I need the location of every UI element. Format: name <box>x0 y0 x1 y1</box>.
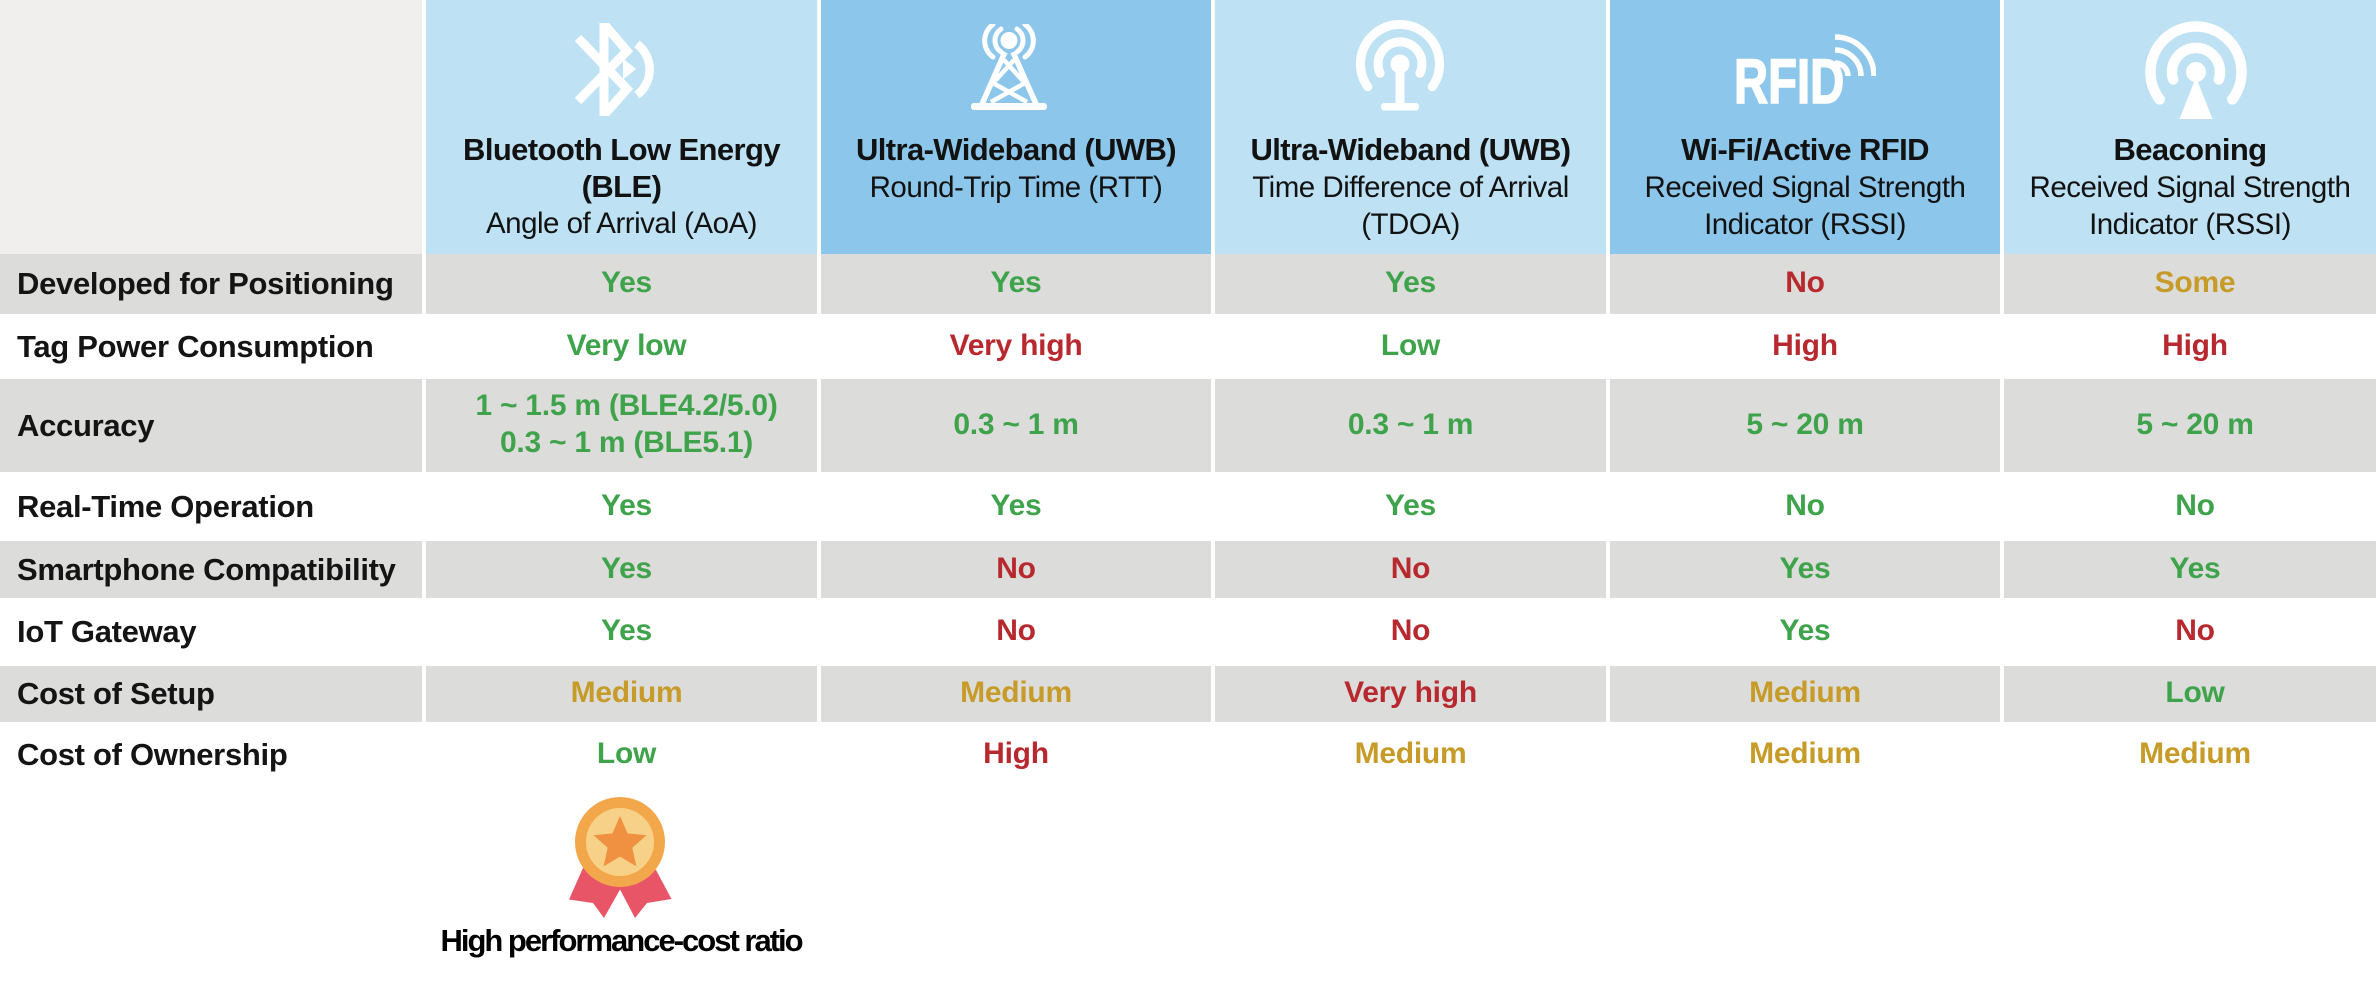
svg-text:RFID: RFID <box>1734 46 1844 105</box>
